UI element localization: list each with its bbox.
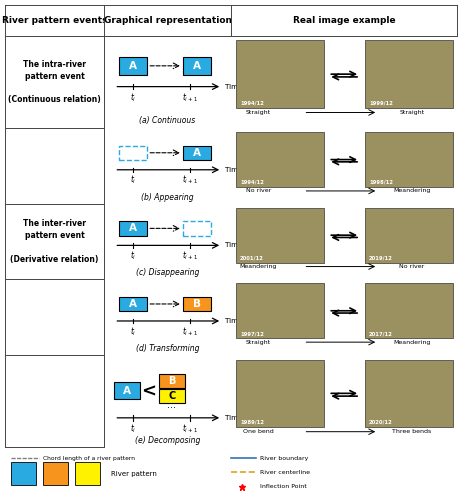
Text: C: C [169,391,176,401]
Text: 1989/12: 1989/12 [240,420,264,424]
Bar [236,283,324,339]
Text: One bend: One bend [243,429,274,434]
Bar [365,283,453,339]
Text: (a) Continuous: (a) Continuous [140,116,196,126]
Bar [236,40,324,108]
Bar [12,462,36,485]
Text: Chord length of a river pattern: Chord length of a river pattern [43,456,135,460]
Bar [120,57,147,74]
Text: The intra-river
pattern event

(Continuous relation): The intra-river pattern event (Continuou… [8,60,101,104]
Text: B: B [193,299,201,309]
Text: Real image example: Real image example [293,16,395,25]
Bar [236,360,324,427]
Text: 2017/12: 2017/12 [369,331,393,336]
Text: $t_i$: $t_i$ [130,174,137,186]
Text: $t_{i+1}$: $t_{i+1}$ [182,250,198,262]
Text: $t_{i+1}$: $t_{i+1}$ [182,423,198,436]
Bar [365,208,453,263]
Text: 1994/12: 1994/12 [240,180,264,185]
Text: River pattern: River pattern [111,470,157,476]
Text: (c) Disappearing: (c) Disappearing [136,268,199,277]
Text: $t_i$: $t_i$ [130,250,137,262]
Bar [159,374,185,388]
Text: A: A [129,299,137,309]
Text: $t_{i+1}$: $t_{i+1}$ [182,325,198,338]
Text: <: < [141,382,156,400]
Text: $t_{i+1}$: $t_{i+1}$ [182,174,198,186]
Bar [365,40,453,108]
Bar [75,462,100,485]
Text: A: A [129,61,137,71]
Text: ···: ··· [167,404,176,413]
Text: River boundary: River boundary [261,456,309,460]
Bar [120,297,147,311]
Bar [183,146,211,160]
Text: 2020/12: 2020/12 [369,420,393,424]
Text: Graphical representation: Graphical representation [103,16,231,25]
Text: Time: Time [225,167,242,173]
Text: 2019/12: 2019/12 [369,256,393,260]
Text: Straight: Straight [246,110,271,115]
Text: A: A [193,61,201,71]
Text: Time: Time [225,318,242,324]
Text: Meandering: Meandering [394,340,431,344]
Text: River pattern events: River pattern events [2,16,107,25]
Text: Straight: Straight [400,110,425,115]
Text: 1999/12: 1999/12 [369,100,393,105]
Text: No river: No river [245,188,271,194]
Text: The inter-river
pattern event

(Derivative relation): The inter-river pattern event (Derivativ… [10,220,98,264]
Text: Time: Time [225,242,242,248]
Text: 1997/12: 1997/12 [240,331,264,336]
Text: Three bends: Three bends [393,429,432,434]
Bar [159,389,185,403]
Text: River centerline: River centerline [261,470,310,475]
Bar [236,208,324,263]
Text: 1998/12: 1998/12 [369,180,393,185]
Text: No river: No river [400,264,425,269]
Bar [183,297,211,311]
Text: Straight: Straight [246,340,271,344]
Text: B: B [168,376,176,386]
Bar [120,146,147,160]
Text: Time: Time [225,84,242,89]
Text: 1994/12: 1994/12 [240,100,264,105]
Text: (b) Appearing: (b) Appearing [141,192,194,202]
Bar [236,132,324,187]
Bar [183,221,211,236]
Text: (d) Transforming: (d) Transforming [136,344,200,352]
Text: $t_i$: $t_i$ [130,423,137,436]
Text: $t_i$: $t_i$ [130,92,137,104]
Text: (e) Decomposing: (e) Decomposing [135,436,201,444]
Bar [365,132,453,187]
Text: $t_{i+1}$: $t_{i+1}$ [182,92,198,104]
Text: 2001/12: 2001/12 [240,256,264,260]
Bar [183,57,211,74]
Bar [365,360,453,427]
Bar [43,462,68,485]
Text: A: A [193,148,201,158]
Bar [115,382,140,400]
Text: Time: Time [225,415,242,421]
Bar [120,221,147,236]
Text: Meandering: Meandering [394,188,431,194]
Text: A: A [123,386,131,396]
Text: Meandering: Meandering [239,264,277,269]
Text: Inflection Point: Inflection Point [261,484,307,489]
Text: A: A [129,224,137,234]
Text: $t_i$: $t_i$ [130,325,137,338]
